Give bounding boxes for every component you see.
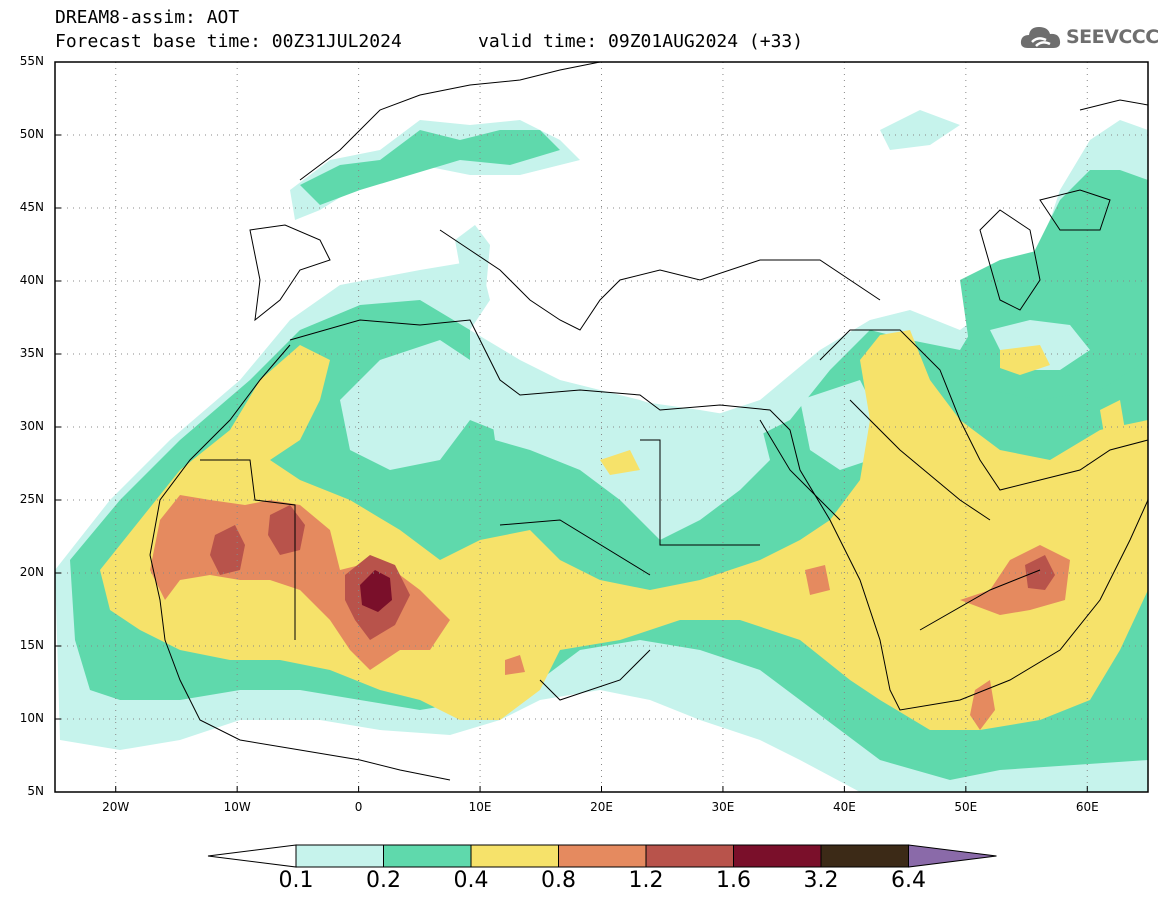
colorbar-label: 0.1 [278,868,314,893]
axis-ticks [55,61,1088,793]
colorbar-label: 0.8 [541,868,576,893]
lon-label: 10E [468,800,492,814]
lon-label: 20E [590,800,613,814]
lat-label: 15N [19,638,44,652]
colorbar-overflow [908,844,997,868]
lon-label: 0 [354,800,363,814]
lat-label: 35N [19,346,44,360]
graticule [55,62,1148,792]
colorbar-segment [820,844,909,868]
map-title: DREAM8-assim: AOT [55,7,240,28]
lat-label: 20N [19,565,44,579]
lon-label: 20W [102,800,130,814]
colorbar-segment [645,844,734,868]
lat-label: 45N [19,200,44,214]
colorbar-segment [383,844,472,868]
lon-label: 40E [832,800,856,814]
lon-label: 10W [223,800,251,814]
lon-label: 30E [711,800,735,814]
colorbar-segment [733,844,822,868]
colorbar-label: 1.6 [716,868,751,893]
lat-label: 50N [19,127,44,141]
valid-time: valid time: 09Z01AUG2024 (+33) [478,31,804,52]
lat-label: 40N [19,273,44,287]
lat-label: 55N [19,54,44,68]
logo-text: SEEVCCC [1066,26,1159,48]
colorbar-label: 1.2 [628,868,664,893]
colorbar-segment [558,844,647,868]
colorbar-underflow [207,844,297,868]
forecast-base-time: Forecast base time: 00Z31JUL2024 [55,31,402,52]
lat-label: 25N [19,492,44,506]
colorbar-segment [470,844,559,868]
colorbar-segment [295,844,384,868]
cloud-icon [1020,27,1061,48]
lat-label: 5N [27,784,44,798]
aot-band-1.6 [360,570,392,612]
colorbar-label: 6.4 [891,868,926,893]
colorbar-label: 0.2 [366,868,401,893]
lat-label: 10N [19,711,44,725]
lon-label: 50E [954,800,978,814]
colorbar-label: 0.4 [453,868,489,893]
lon-label: 60E [1075,800,1099,814]
colorbar-label: 3.2 [803,868,839,893]
lat-label: 30N [19,419,44,433]
aot-field [55,110,1148,792]
aot-band-0.1-inner [340,320,1090,540]
seevccc-logo: SEEVCCC [1018,22,1159,56]
coastlines [149,62,1148,781]
